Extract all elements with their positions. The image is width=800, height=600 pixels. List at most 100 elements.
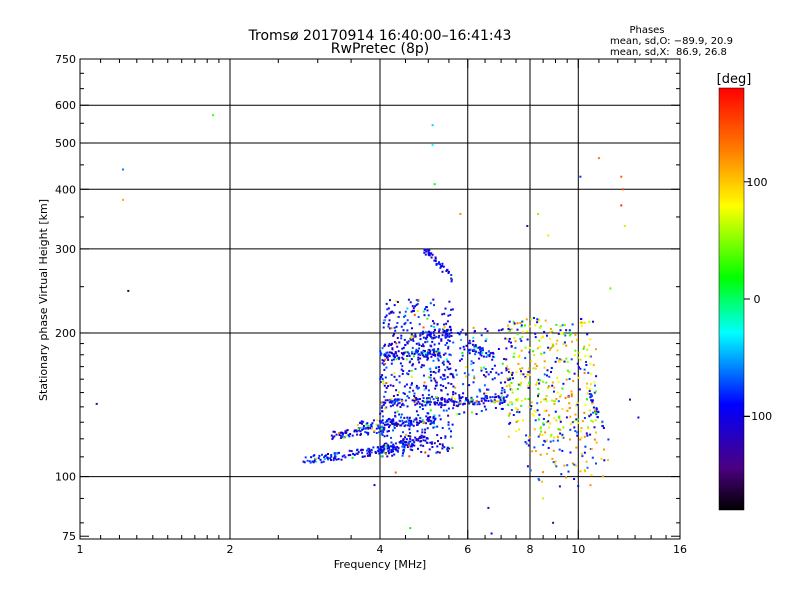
- data-point: [595, 375, 598, 378]
- data-point: [403, 416, 406, 419]
- data-point: [447, 407, 450, 410]
- data-point: [413, 309, 415, 312]
- data-point: [508, 329, 511, 332]
- data-point: [417, 358, 420, 361]
- data-point: [401, 365, 404, 368]
- data-point: [440, 406, 443, 409]
- data-point: [586, 466, 589, 469]
- data-point: [393, 372, 396, 375]
- data-point: [401, 356, 404, 359]
- data-point: [438, 261, 440, 264]
- data-point: [588, 344, 591, 347]
- data-point: [374, 450, 377, 453]
- data-point: [408, 390, 411, 393]
- data-point: [416, 310, 419, 312]
- data-point: [590, 399, 593, 402]
- data-point: [432, 371, 435, 373]
- data-point: [507, 378, 510, 381]
- data-point: [335, 458, 338, 461]
- data-point: [330, 454, 333, 456]
- data-point: [413, 397, 416, 400]
- data-point: [586, 382, 589, 385]
- data-point: [540, 353, 543, 356]
- data-point: [429, 331, 432, 334]
- data-point: [524, 441, 527, 443]
- data-point: [311, 460, 314, 463]
- data-point: [512, 414, 515, 416]
- data-point: [539, 453, 542, 456]
- data-point: [446, 329, 449, 332]
- data-point: [514, 346, 517, 349]
- data-point: [422, 364, 425, 367]
- data-point: [459, 359, 461, 362]
- data-point: [510, 345, 513, 348]
- data-point: [516, 399, 519, 402]
- data-point: [471, 343, 474, 346]
- data-point: [411, 327, 413, 330]
- data-point: [563, 360, 566, 363]
- data-point: [560, 473, 563, 476]
- data-point: [376, 446, 379, 449]
- data-point: [561, 433, 564, 436]
- data-point: [452, 393, 455, 396]
- data-point: [340, 458, 343, 461]
- data-point: [571, 340, 574, 343]
- data-point: [405, 358, 408, 361]
- data-point: [408, 354, 411, 357]
- data-point: [435, 335, 438, 338]
- data-point: [577, 421, 580, 424]
- data-point: [534, 419, 537, 422]
- data-point: [460, 358, 463, 361]
- data-point: [381, 410, 384, 413]
- data-point: [522, 373, 525, 376]
- data-point: [478, 403, 481, 406]
- data-point: [603, 448, 605, 451]
- data-point: [434, 417, 437, 420]
- data-point: [458, 397, 461, 400]
- data-point: [578, 366, 580, 369]
- data-point: [505, 396, 508, 398]
- data-point: [539, 345, 542, 348]
- data-point: [467, 348, 470, 351]
- data-point: [387, 358, 390, 361]
- data-point: [381, 415, 384, 418]
- data-point: [417, 356, 420, 359]
- data-point: [381, 419, 384, 422]
- data-point: [391, 454, 394, 457]
- data-point: [549, 331, 552, 334]
- data-point: [415, 384, 418, 387]
- data-point: [561, 324, 564, 327]
- data-point: [387, 323, 390, 326]
- data-point: [516, 333, 519, 336]
- data-point: [353, 430, 356, 433]
- data-point: [366, 454, 369, 457]
- data-point: [367, 447, 370, 450]
- data-point: [409, 432, 411, 434]
- data-point: [309, 461, 312, 464]
- data-point: [404, 399, 407, 402]
- data-point: [475, 346, 478, 349]
- data-point: [432, 354, 435, 357]
- data-point: [405, 420, 408, 423]
- data-point: [440, 398, 443, 401]
- data-point: [350, 450, 353, 453]
- data-point: [447, 270, 450, 273]
- data-point: [475, 400, 478, 403]
- data-point: [504, 337, 507, 340]
- data-point: [427, 357, 430, 360]
- data-point: [362, 425, 365, 427]
- data-point: [392, 384, 395, 387]
- data-point: [405, 438, 408, 441]
- data-point: [402, 438, 405, 440]
- data-point: [512, 355, 515, 358]
- data-point: [347, 434, 350, 437]
- data-point: [439, 356, 442, 359]
- data-point: [529, 469, 532, 472]
- data-point: [575, 418, 578, 421]
- data-point: [450, 383, 453, 385]
- data-point: [586, 386, 589, 389]
- data-point: [588, 409, 591, 412]
- data-point: [454, 369, 457, 372]
- data-point: [450, 328, 452, 331]
- data-point: [403, 443, 406, 446]
